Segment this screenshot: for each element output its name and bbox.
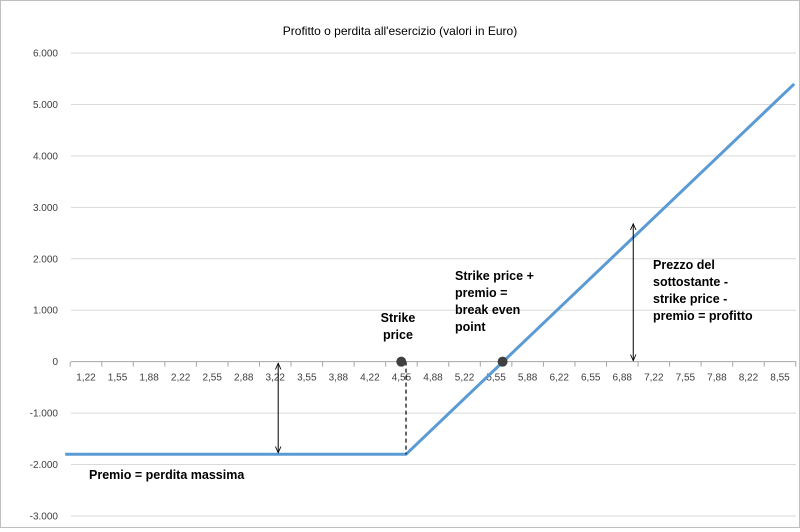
y-tick-label: 6.000 — [33, 49, 58, 60]
strike-price-label-line: price — [383, 328, 413, 342]
strike-price-label-line: Strike — [381, 311, 416, 325]
premium-label-line: Premio = perdita massima — [89, 468, 245, 482]
x-tick-label: 3,22 — [266, 373, 286, 384]
x-tick-label: 8,55 — [770, 373, 790, 384]
breakeven-label-line: break even — [455, 303, 520, 317]
x-tick-label: 5,88 — [518, 373, 538, 384]
x-tick-label: 7,55 — [676, 373, 696, 384]
x-tick-label: 4,55 — [392, 373, 412, 384]
x-tick-label: 2,22 — [171, 373, 191, 384]
y-tick-label: 3.000 — [33, 203, 58, 214]
x-tick-label: 2,55 — [202, 373, 222, 384]
breakeven-label-line: Strike price + — [455, 269, 534, 283]
x-tick-label: 1,22 — [76, 373, 96, 384]
breakeven-label-line: point — [455, 320, 486, 334]
series-layer — [65, 82, 796, 456]
gridlines — [71, 52, 796, 517]
x-tick-label: 4,22 — [360, 373, 380, 384]
premium-label: Premio = perdita massima — [89, 468, 245, 482]
x-tick-label: 3,55 — [297, 373, 317, 384]
breakeven-label: Strike price + premio = break even point — [455, 269, 534, 334]
x-tick-label: 3,88 — [329, 373, 349, 384]
y-axis-ticks: 6.000 5.000 4.000 3.000 2.000 1.000 0 -1.000 -2.… — [30, 49, 59, 523]
profit-label-line: Prezzo del — [653, 258, 715, 272]
x-tick-label: 1,88 — [139, 373, 159, 384]
x-tick-label: 5,22 — [455, 373, 475, 384]
breakeven-label-line: premio = — [455, 286, 507, 300]
x-tick-label: 4,88 — [423, 373, 443, 384]
x-tick-label: 2,88 — [234, 373, 254, 384]
profit-label-line: premio = profitto — [653, 309, 753, 323]
y-tick-label: 0 — [52, 357, 58, 368]
x-tick-label: 5,55 — [486, 373, 506, 384]
profit-label-line: strike price - — [653, 292, 727, 306]
payoff-line — [65, 82, 796, 456]
profit-label: Prezzo del sottostante - strike price - pre… — [653, 258, 753, 323]
y-tick-label: 1.000 — [33, 306, 58, 317]
x-tick-label: 1,55 — [108, 373, 128, 384]
chart-title: Profitto o perdita all'esercizio (valori… — [283, 24, 517, 38]
y-tick-label: -1.000 — [30, 409, 59, 420]
y-tick-label: 4.000 — [33, 151, 58, 162]
strike-marker — [396, 356, 407, 367]
strike-price-label: Strike price — [381, 311, 416, 342]
x-tick-label: 8,22 — [739, 373, 759, 384]
y-tick-label: -3.000 — [30, 512, 59, 523]
y-tick-label: 5.000 — [33, 100, 58, 111]
annotations: Strike price Strike price + premio = break e… — [89, 224, 753, 482]
x-tick-label: 6,55 — [581, 373, 601, 384]
x-tick-label: 7,88 — [707, 373, 727, 384]
x-tick-label: 6,88 — [613, 373, 633, 384]
profit-label-line: sottostante - — [653, 275, 728, 289]
x-axis: 1,22 1,55 1,88 2,22 2,55 2,88 3,22 3,55 3,88 4,22… — [69, 361, 797, 384]
y-tick-label: -2.000 — [30, 460, 59, 471]
y-tick-label: 2.000 — [33, 254, 58, 265]
x-tick-label: 6,22 — [549, 373, 569, 384]
breakeven-marker — [497, 356, 508, 367]
x-tick-label: 7,22 — [644, 373, 664, 384]
